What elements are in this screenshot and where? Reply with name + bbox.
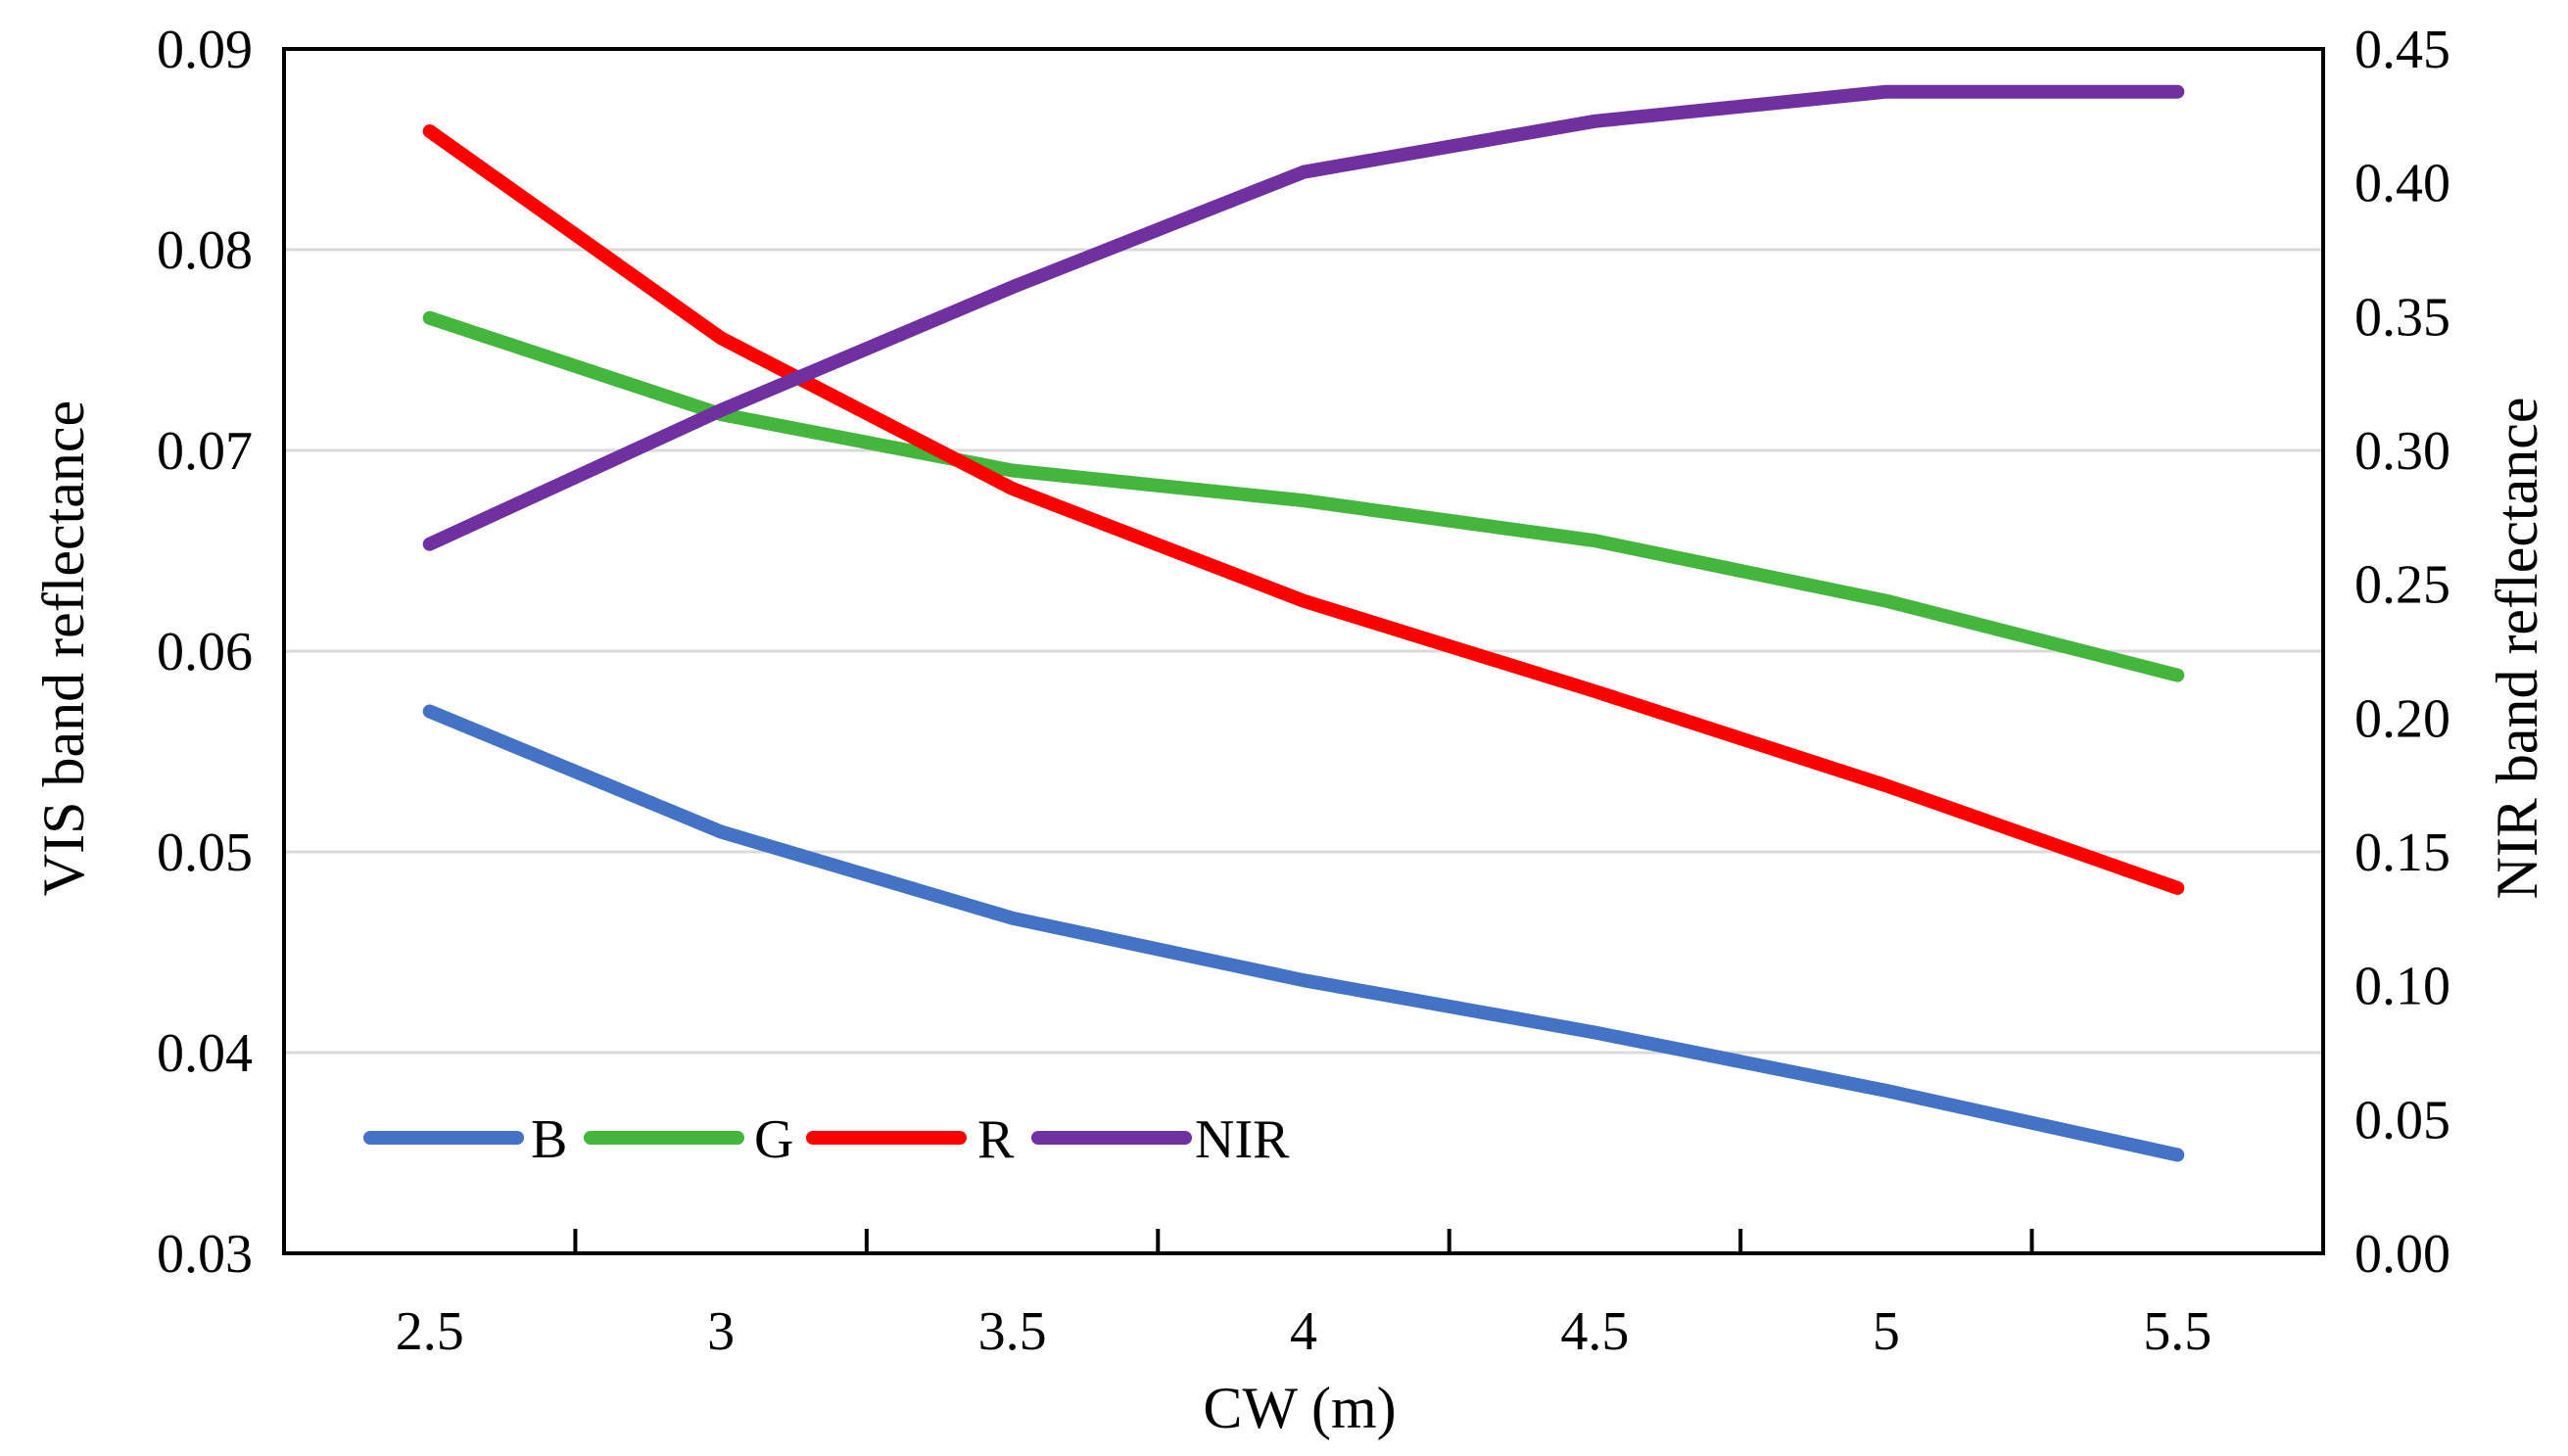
- legend-label-g: G: [754, 1109, 793, 1170]
- series-line-r: [422, 124, 2185, 895]
- y-left-tick-label: 0.06: [157, 622, 253, 682]
- x-tick-label: 4.5: [1560, 1301, 1629, 1362]
- y-left-tick-label: 0.04: [157, 1023, 253, 1084]
- y-right-tick-label: 0.40: [2354, 154, 2450, 214]
- y-right-tick-label: 0.45: [2354, 20, 2450, 80]
- y-right-tick-label: 0.00: [2354, 1224, 2450, 1285]
- y-right-tick-label: 0.20: [2354, 688, 2450, 749]
- y-left-tick-label: 0.07: [157, 421, 253, 482]
- series-lines: [422, 84, 2185, 1162]
- x-tick-label: 3: [707, 1301, 735, 1362]
- y-left-tick-label: 0.05: [157, 822, 253, 883]
- y-right-tick-label: 0.35: [2354, 287, 2450, 348]
- series-line-b: [422, 704, 2185, 1162]
- legend-label-b: B: [531, 1109, 567, 1170]
- y-right-tick-label: 0.15: [2354, 822, 2450, 883]
- x-tick-label: 5: [1873, 1301, 1900, 1362]
- x-axis-ticks: [573, 1229, 2034, 1253]
- series-line-nir: [422, 84, 2185, 551]
- y-right-tick-label: 0.05: [2354, 1090, 2450, 1151]
- y-left-tick-label: 0.09: [157, 20, 253, 80]
- x-tick-label: 4: [1290, 1301, 1317, 1362]
- y-left-tick-labels: 0.03 0.04 0.05 0.06 0.07 0.08 0.09: [157, 20, 253, 1285]
- y-right-tick-label: 0.30: [2354, 421, 2450, 482]
- x-tick-labels: 2.5 3 3.5 4 4.5 5 5.5: [396, 1301, 2212, 1362]
- y-right-tick-label: 0.25: [2354, 555, 2450, 616]
- legend-label-r: R: [977, 1109, 1015, 1170]
- y-left-tick-label: 0.08: [157, 220, 253, 281]
- x-tick-label: 2.5: [396, 1301, 464, 1362]
- x-axis-title: CW (m): [1203, 1376, 1396, 1440]
- plot-area-frame: [282, 47, 2325, 1255]
- y-left-tick-label: 0.03: [157, 1224, 253, 1285]
- legend-label-nir: NIR: [1195, 1109, 1290, 1170]
- x-tick-label: 3.5: [978, 1301, 1047, 1362]
- y-right-tick-label: 0.10: [2354, 957, 2450, 1017]
- series-line-g: [422, 310, 2185, 682]
- y-right-axis-title: NIR band reflectance: [2485, 397, 2549, 899]
- y-right-tick-labels: 0.00 0.05 0.10 0.15 0.20 0.25 0.30 0.35 0.40 0.45: [2354, 20, 2450, 1285]
- y-left-axis-title: VIS band reflectance: [31, 400, 96, 896]
- legend: B G R NIR: [363, 1109, 1290, 1170]
- x-tick-label: 5.5: [2143, 1301, 2211, 1362]
